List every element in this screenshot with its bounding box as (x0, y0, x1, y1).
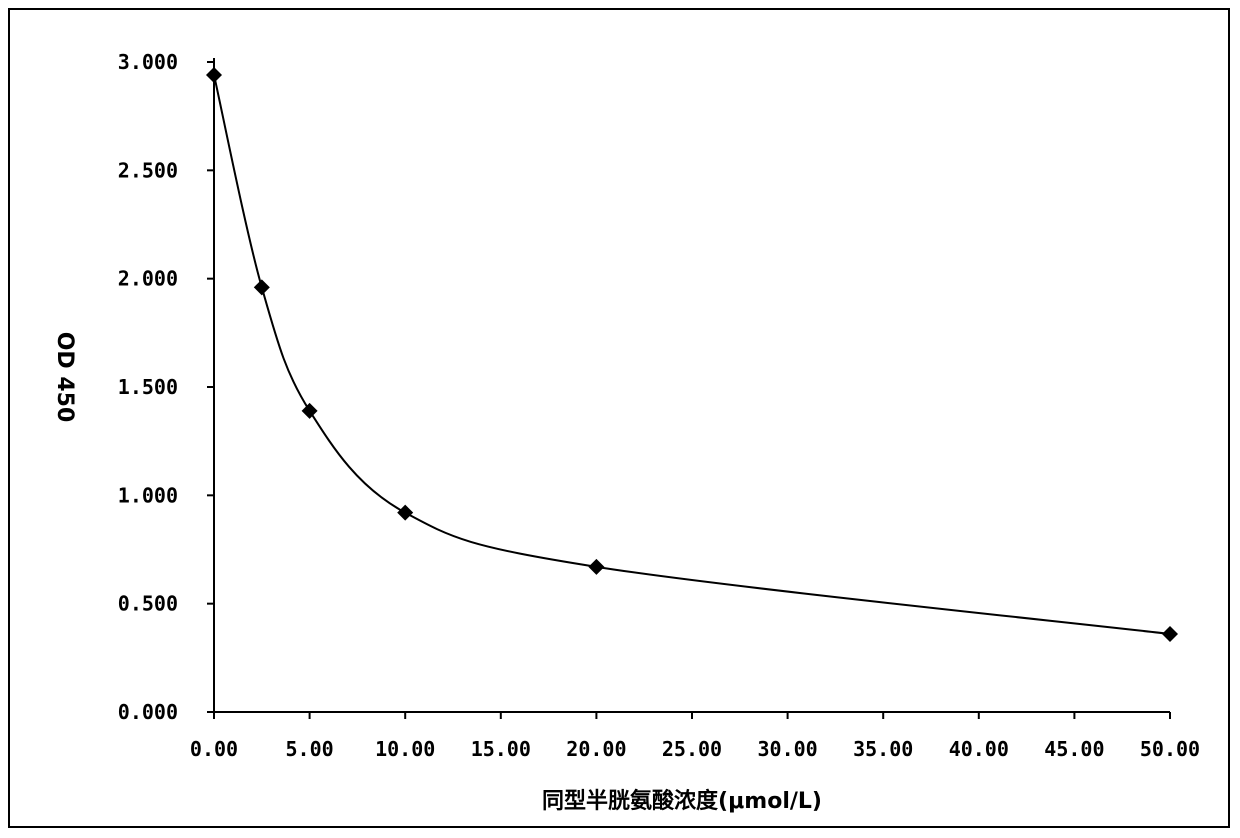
data-point-diamond (206, 67, 222, 83)
y-tick-label: 2.500 (118, 158, 178, 182)
x-tick-label: 20.00 (566, 737, 626, 761)
x-tick-label: 15.00 (471, 737, 531, 761)
y-tick-label: 1.000 (118, 483, 178, 507)
x-tick-label: 10.00 (375, 737, 435, 761)
x-tick-label: 50.00 (1140, 737, 1200, 761)
x-tick-label: 45.00 (1044, 737, 1104, 761)
data-point-diamond (397, 505, 413, 521)
series-points (206, 67, 1178, 642)
y-ticks: 0.000 0.500 1.000 1.500 2.000 2.500 3.000 (118, 50, 214, 724)
data-point-diamond (302, 403, 318, 419)
x-tick-label: 30.00 (757, 737, 817, 761)
data-point-diamond (588, 559, 604, 575)
x-axis-label: 同型半胱氨酸浓度(μmol/L) (542, 788, 822, 814)
y-tick-label: 0.500 (118, 592, 178, 616)
x-tick-label: 40.00 (949, 737, 1009, 761)
y-tick-label: 3.000 (118, 50, 178, 74)
y-tick-label: 2.000 (118, 267, 178, 291)
x-tick-label: 35.00 (853, 737, 913, 761)
y-axis-label: OD 450 (52, 332, 77, 423)
x-tick-label: 25.00 (662, 737, 722, 761)
data-point-diamond (254, 279, 270, 295)
x-tick-label: 5.00 (286, 737, 334, 761)
series-curve (214, 75, 1170, 634)
y-tick-label: 1.500 (118, 375, 178, 399)
data-point-diamond (1162, 626, 1178, 642)
axes (214, 58, 1170, 712)
x-tick-label: 0.00 (190, 737, 238, 761)
y-tick-label: 0.000 (118, 700, 178, 724)
x-ticks: 0.00 5.00 10.00 15.00 20.00 25.00 30.00 35.00 40… (190, 712, 1200, 761)
